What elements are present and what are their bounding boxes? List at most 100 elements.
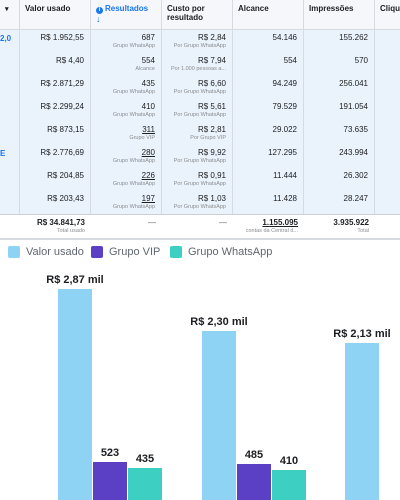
- bar-valor-usado-2[interactable]: [345, 343, 379, 500]
- cell-impressoes-value: 155.262: [339, 33, 368, 42]
- cell-resultados-value[interactable]: 197: [141, 194, 155, 203]
- row-name-cell[interactable]: [0, 53, 20, 77]
- row-name-cell[interactable]: E: [0, 145, 20, 169]
- bar-grupo-whatsapp-1[interactable]: [272, 470, 306, 500]
- table-row[interactable]: R$ 873,15 311 Grupo VIP R$ 2,81 Por Grupo VI…: [0, 122, 400, 146]
- total-resultados: —: [148, 218, 156, 227]
- table-row[interactable]: E R$ 2.776,69 280 Grupo WhatsApp R$ 9,92 Por …: [0, 145, 400, 169]
- bar-data-label: 410: [279, 455, 299, 467]
- cell-impressoes-value: 28.247: [343, 194, 368, 203]
- legend-item-grupo-whatsapp[interactable]: Grupo WhatsApp: [170, 245, 280, 259]
- cell-valor: R$ 2.871,29: [20, 76, 91, 100]
- cell-resultados-subtext: Grupo WhatsApp: [112, 158, 155, 164]
- bar-data-label: 523: [100, 447, 120, 459]
- cell-alcance-value: 79.529: [272, 102, 297, 111]
- cell-custo-subtext: Por Grupo WhatsApp: [173, 204, 226, 210]
- cell-resultados: 226 Grupo WhatsApp: [91, 168, 162, 192]
- cell-resultados: 687 Grupo WhatsApp: [91, 30, 162, 54]
- cell-resultados-subtext: Grupo WhatsApp: [112, 43, 155, 49]
- bar-grupo-vip-1[interactable]: [237, 464, 271, 500]
- cell-valor: R$ 4,40: [20, 53, 91, 77]
- cell-alcance: 29.022: [233, 122, 304, 146]
- total-custo: —: [219, 218, 227, 227]
- cell-impressoes: 155.262: [304, 30, 375, 54]
- cell-resultados-value[interactable]: 554: [141, 56, 155, 65]
- cell-impressoes: 73.635: [304, 122, 375, 146]
- table-header: ▾ Valor usado i Resultados ↓ Custo por re…: [0, 0, 400, 30]
- cell-valor: R$ 2.299,24: [20, 99, 91, 123]
- cell-custo-value: R$ 2,81: [197, 125, 226, 134]
- legend-item-grupo-vip[interactable]: Grupo VIP: [91, 245, 166, 259]
- cell-custo-value: R$ 1,03: [197, 194, 226, 203]
- row-name-fragment[interactable]: 2,0: [0, 34, 12, 43]
- table-row[interactable]: R$ 2.871,29 435 Grupo WhatsApp R$ 6,60 Por G…: [0, 76, 400, 100]
- cell-valor-value: R$ 2.299,24: [40, 102, 84, 111]
- cell-resultados-subtext: Grupo VIP: [129, 135, 155, 141]
- table-row[interactable]: R$ 204,85 226 Grupo WhatsApp R$ 0,91 Por Gru…: [0, 168, 400, 192]
- table-row[interactable]: R$ 4,40 554 Alcance R$ 7,94 Por 1.000 pessoa…: [0, 53, 400, 77]
- row-name-fragment[interactable]: E: [0, 149, 6, 158]
- column-custo-por-resultado[interactable]: Custo por resultado: [162, 0, 233, 30]
- column-name-header[interactable]: ▾: [0, 0, 20, 30]
- total-impressoes-sub: Total: [357, 228, 369, 234]
- bar-data-label: R$ 2,13 mil: [333, 328, 391, 340]
- cell-custo-subtext: Por Grupo WhatsApp: [173, 158, 226, 164]
- cell-valor: R$ 1.952,55: [20, 30, 91, 54]
- bar-grupo-vip-0[interactable]: [93, 462, 127, 500]
- sort-down-icon: ↓: [96, 14, 101, 24]
- bar-valor-usado-1[interactable]: [202, 331, 236, 500]
- cell-alcance-value: 11.444: [273, 171, 297, 180]
- bar-grupo-whatsapp-0[interactable]: [128, 468, 162, 500]
- cell-resultados: 311 Grupo VIP: [91, 122, 162, 146]
- row-name-cell[interactable]: [0, 168, 20, 192]
- legend-item-valor-usado[interactable]: Valor usado: [8, 245, 98, 259]
- row-name-cell[interactable]: 2,0: [0, 30, 20, 54]
- cell-valor: R$ 204,85: [20, 168, 91, 192]
- cell-custo: R$ 0,91 Por Grupo WhatsApp: [162, 168, 233, 192]
- column-impressoes[interactable]: Impressões: [304, 0, 375, 30]
- total-valor: R$ 34.841,73: [36, 218, 85, 227]
- cell-valor-value: R$ 203,43: [47, 194, 84, 203]
- cell-impressoes: 191.054: [304, 99, 375, 123]
- legend-swatch: [170, 246, 182, 258]
- cell-custo-value: R$ 2,84: [197, 33, 226, 42]
- cell-resultados-value[interactable]: 226: [141, 171, 155, 180]
- cell-custo-value: R$ 5,61: [197, 102, 226, 111]
- cell-custo-value: R$ 7,94: [197, 56, 226, 65]
- cell-valor-value: R$ 204,85: [47, 171, 84, 180]
- cell-resultados: 410 Grupo WhatsApp: [91, 99, 162, 123]
- horizontal-scrollbar[interactable]: [0, 238, 400, 240]
- cell-alcance: 127.295: [233, 145, 304, 169]
- cell-impressoes-value: 73.635: [343, 125, 368, 134]
- cell-impressoes-value: 243.994: [339, 148, 368, 157]
- column-valor-usado[interactable]: Valor usado: [20, 0, 91, 30]
- legend-swatch: [91, 246, 103, 258]
- column-resultados[interactable]: i Resultados ↓: [91, 0, 162, 30]
- row-name-cell[interactable]: [0, 99, 20, 123]
- column-cliques[interactable]: Clique: [380, 4, 400, 13]
- table-row[interactable]: R$ 203,43 197 Grupo WhatsApp R$ 1,03 Por Gru…: [0, 191, 400, 215]
- cell-alcance: 11.444: [233, 168, 304, 192]
- cell-custo-value: R$ 9,92: [197, 148, 226, 157]
- cell-alcance-value: 127.295: [268, 148, 297, 157]
- cell-alcance: 54.146: [233, 30, 304, 54]
- table-total-row: R$ 34.841,73 Total usado — — 1.155.095 c…: [0, 214, 400, 240]
- cell-alcance-value: 54.146: [272, 33, 297, 42]
- bar-valor-usado-0[interactable]: [58, 289, 92, 500]
- row-name-cell[interactable]: [0, 76, 20, 100]
- cell-resultados-value[interactable]: 311: [142, 125, 155, 134]
- cell-resultados-value[interactable]: 410: [141, 102, 155, 111]
- table-row[interactable]: R$ 2.299,24 410 Grupo WhatsApp R$ 5,61 Por G…: [0, 99, 400, 123]
- column-alcance[interactable]: Alcance: [233, 0, 304, 30]
- cell-resultados-value[interactable]: 280: [141, 148, 155, 157]
- table-row[interactable]: 2,0 R$ 1.952,55 687 Grupo WhatsApp R$ 2,84 Po…: [0, 30, 400, 54]
- cell-alcance: 94.249: [233, 76, 304, 100]
- row-name-cell[interactable]: [0, 191, 20, 215]
- chevron-down-icon: ▾: [5, 6, 9, 13]
- cell-resultados: 280 Grupo WhatsApp: [91, 145, 162, 169]
- cell-valor-value: R$ 2.776,69: [40, 148, 84, 157]
- cell-resultados-value[interactable]: 435: [141, 79, 155, 88]
- row-name-cell[interactable]: [0, 122, 20, 146]
- cell-custo-subtext: Por Grupo WhatsApp: [173, 89, 226, 95]
- cell-resultados-value[interactable]: 687: [141, 33, 155, 42]
